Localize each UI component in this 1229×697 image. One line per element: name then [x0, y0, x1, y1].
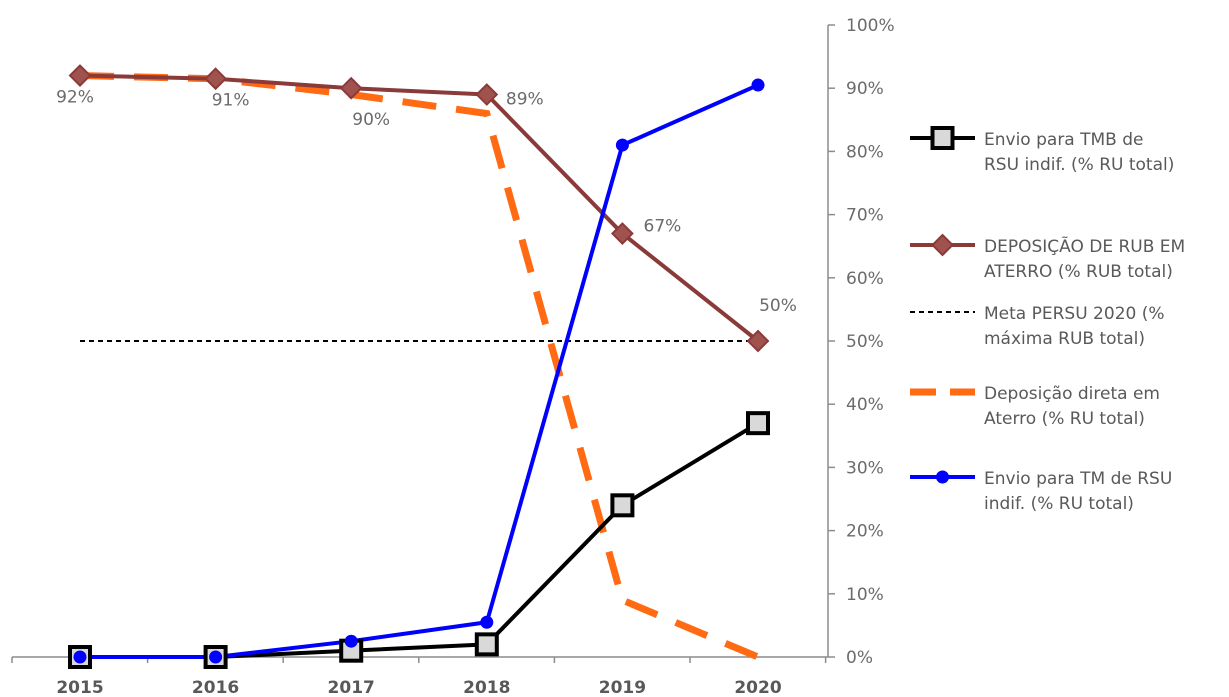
- series-line-3: [79, 72, 760, 661]
- legend-entry-label: indif. (% RU total): [984, 494, 1134, 514]
- marker-circle-4: [751, 78, 765, 92]
- marker-diamond-1: [610, 222, 634, 245]
- marker-diamond-1: [475, 83, 499, 106]
- data-label: 92%: [56, 88, 94, 108]
- marker-circle-4: [209, 650, 223, 664]
- y-tick-label: 100%: [846, 16, 895, 36]
- legend-entry-label: Deposição direta em: [984, 384, 1160, 404]
- marker-diamond-1: [204, 67, 228, 91]
- marker-diamond-1: [339, 76, 363, 100]
- legend-entry-label: máxima RUB total): [984, 329, 1145, 349]
- marker-diamond-1: [746, 329, 770, 353]
- data-label: 50%: [759, 296, 797, 316]
- chart-axes: 2015 2016 2017 2018 2019 2020 0% 10% 20% 30% 40% 50…: [11, 16, 895, 697]
- marker-diamond-1: [68, 64, 92, 87]
- marker-square-0: [746, 411, 770, 436]
- legend-entry-label: ATERRO (% RUB total): [984, 262, 1173, 282]
- legend-entry-label: Envio para TMB de: [984, 130, 1144, 150]
- data-label: 90%: [352, 110, 390, 130]
- data-label: 91%: [212, 91, 250, 111]
- y-tick-label: 80%: [846, 142, 884, 162]
- y-tick-label: 0%: [846, 648, 873, 668]
- legend: Envio para TMB de RSU indif. (% RU total)…: [910, 126, 1185, 514]
- marker-square-0: [610, 493, 635, 518]
- y-tick-label: 40%: [846, 395, 884, 415]
- y-tick-label: 20%: [846, 522, 884, 542]
- x-tick-label: 2017: [328, 678, 375, 697]
- marker-circle-4: [480, 615, 494, 629]
- series-markers: [68, 64, 770, 669]
- x-tick-label: 2020: [734, 678, 781, 697]
- y-tick-label: 60%: [846, 269, 884, 289]
- y-tick-label: 70%: [846, 206, 884, 226]
- legend-swatch-marker: [931, 233, 954, 257]
- data-label: 89%: [506, 90, 544, 110]
- series-line-0: [80, 421, 760, 659]
- y-tick-label: 90%: [846, 79, 884, 99]
- legend-entry-label: Aterro (% RU total): [984, 409, 1145, 429]
- series-line-1: [79, 73, 760, 343]
- y-tick-label: 10%: [846, 585, 884, 605]
- marker-circle-4: [344, 634, 358, 648]
- x-tick-label: 2019: [599, 678, 646, 697]
- legend-swatch-marker: [930, 126, 955, 150]
- y-tick-label: 50%: [846, 332, 884, 352]
- y-tick-label: 30%: [846, 458, 884, 478]
- series-lines: [79, 72, 760, 661]
- data-label: 67%: [644, 217, 682, 237]
- marker-square-0: [474, 632, 499, 657]
- x-tick-label: 2018: [463, 678, 510, 697]
- marker-circle-4: [615, 138, 629, 152]
- legend-entry-label: DEPOSIÇÃO DE RUB EM: [984, 235, 1185, 257]
- legend-entry-label: Envio para TM de RSU: [984, 469, 1172, 489]
- data-labels: 92% 91% 90% 89% 67% 50%: [56, 88, 797, 316]
- legend-entry-label: Meta PERSU 2020 (%: [984, 304, 1165, 324]
- legend-swatch-marker: [936, 470, 949, 484]
- marker-circle-4: [73, 650, 87, 664]
- series-line-4: [80, 83, 759, 659]
- x-tick-label: 2016: [192, 678, 239, 697]
- x-tick-label: 2015: [56, 678, 103, 697]
- legend-entry-label: RSU indif. (% RU total): [984, 155, 1174, 175]
